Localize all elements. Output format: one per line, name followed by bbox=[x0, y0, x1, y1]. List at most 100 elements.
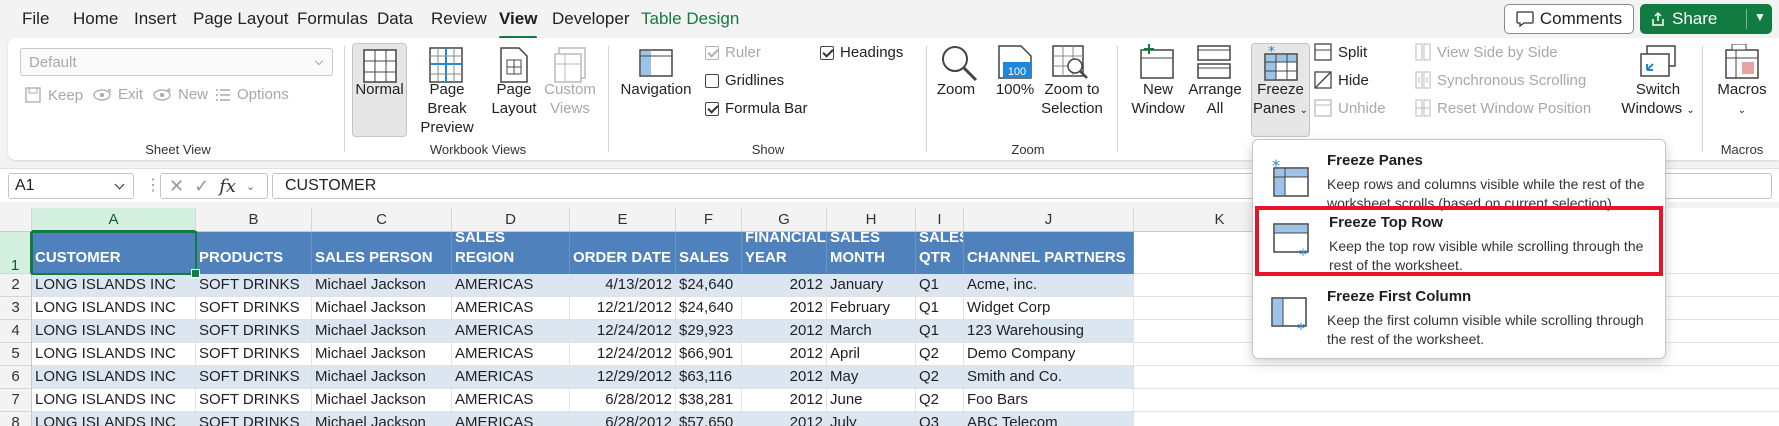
table-cell[interactable]: Michael Jackson bbox=[312, 389, 452, 412]
custom-views-button[interactable]: Custom Views bbox=[543, 80, 597, 118]
table-cell[interactable]: 4/13/2012 bbox=[570, 274, 676, 297]
table-cell[interactable]: Q2 bbox=[916, 343, 964, 366]
formula-input[interactable]: CUSTOMER bbox=[272, 173, 1772, 199]
options-button[interactable]: Options bbox=[215, 86, 289, 103]
table-cell[interactable]: Michael Jackson bbox=[312, 366, 452, 389]
split-button[interactable]: Split bbox=[1314, 43, 1367, 61]
table-cell[interactable]: $24,640 bbox=[676, 297, 742, 320]
table-cell[interactable]: 2012 bbox=[742, 366, 827, 389]
tab-review[interactable]: Review bbox=[431, 9, 487, 28]
tab-home[interactable]: Home bbox=[73, 9, 119, 28]
table-cell[interactable]: ABC Telecom bbox=[964, 412, 1134, 426]
table-cell[interactable]: SOFT DRINKS bbox=[196, 320, 312, 343]
check-icon[interactable]: ✓ bbox=[194, 175, 210, 196]
column-header-a[interactable]: A bbox=[32, 208, 196, 232]
table-cell[interactable]: 6/28/2012 bbox=[570, 389, 676, 412]
table-cell[interactable]: 2012 bbox=[742, 389, 827, 412]
table-header-cell[interactable]: SALES PERSON bbox=[312, 232, 452, 274]
chevron-down-icon[interactable]: ▼ bbox=[1754, 10, 1766, 24]
select-all-corner[interactable] bbox=[0, 208, 32, 232]
column-header-f[interactable]: F bbox=[676, 208, 742, 232]
table-header-cell[interactable]: SALES QTR bbox=[916, 232, 964, 274]
table-cell[interactable]: Q2 bbox=[916, 389, 964, 412]
page-layout-button[interactable]: Page Layout bbox=[488, 80, 540, 118]
table-cell[interactable]: 2012 bbox=[742, 412, 827, 426]
tab-file[interactable]: File bbox=[22, 9, 50, 28]
new-window-button[interactable]: New Window bbox=[1127, 80, 1189, 118]
table-cell[interactable]: Demo Company bbox=[964, 343, 1134, 366]
table-cell[interactable]: LONG ISLANDS INC bbox=[32, 274, 196, 297]
table-cell[interactable]: SOFT DRINKS bbox=[196, 343, 312, 366]
page-break-preview-button[interactable]: Page Break Preview bbox=[411, 80, 483, 137]
table-cell[interactable]: LONG ISLANDS INC bbox=[32, 343, 196, 366]
table-cell[interactable]: SOFT DRINKS bbox=[196, 297, 312, 320]
table-cell[interactable]: Michael Jackson bbox=[312, 320, 452, 343]
table-cell[interactable]: 2012 bbox=[742, 343, 827, 366]
column-header-h[interactable]: H bbox=[827, 208, 916, 232]
table-cell[interactable]: 12/24/2012 bbox=[570, 320, 676, 343]
column-header-e[interactable]: E bbox=[570, 208, 676, 232]
ruler-checkbox[interactable]: Ruler bbox=[705, 44, 761, 61]
table-cell[interactable]: June bbox=[827, 389, 916, 412]
chevron-down-icon[interactable]: ⌄ bbox=[246, 180, 256, 193]
table-header-cell[interactable]: FINANCIAL YEAR bbox=[742, 232, 827, 274]
table-cell[interactable]: AMERICAS bbox=[452, 297, 570, 320]
row-header-2[interactable]: 2 bbox=[0, 274, 32, 297]
arrange-all-button[interactable]: Arrange All bbox=[1188, 80, 1242, 118]
table-cell[interactable]: AMERICAS bbox=[452, 389, 570, 412]
table-cell[interactable]: AMERICAS bbox=[452, 366, 570, 389]
navigation-button[interactable]: Navigation bbox=[620, 81, 692, 98]
table-cell[interactable]: 2012 bbox=[742, 297, 827, 320]
table-cell[interactable]: LONG ISLANDS INC bbox=[32, 297, 196, 320]
unhide-button[interactable]: Unhide bbox=[1314, 99, 1386, 117]
reset-window-position-button[interactable]: Reset Window Position bbox=[1415, 99, 1591, 117]
name-box[interactable]: A1 bbox=[8, 173, 134, 199]
function-icon[interactable]: fx bbox=[219, 175, 237, 197]
row-header-4[interactable]: 4 bbox=[0, 320, 32, 343]
table-cell[interactable]: $63,116 bbox=[676, 366, 742, 389]
table-header-cell[interactable]: SALES bbox=[676, 232, 742, 274]
table-header-cell[interactable]: PRODUCTS bbox=[196, 232, 312, 274]
column-header-i[interactable]: I bbox=[916, 208, 964, 232]
table-cell[interactable]: Michael Jackson bbox=[312, 412, 452, 426]
table-cell[interactable]: July bbox=[827, 412, 916, 426]
table-cell[interactable]: 12/24/2012 bbox=[570, 343, 676, 366]
column-header-g[interactable]: G bbox=[742, 208, 827, 232]
headings-checkbox[interactable]: Headings bbox=[820, 44, 903, 61]
synchronous-scrolling-button[interactable]: Synchronous Scrolling bbox=[1415, 71, 1586, 89]
zoom-100-button[interactable]: 100% bbox=[995, 81, 1035, 98]
table-cell[interactable]: Q2 bbox=[916, 366, 964, 389]
empty-cell[interactable] bbox=[1134, 412, 1779, 426]
menu-item-freeze-first-column[interactable]: * Freeze First Column Keep the first col… bbox=[1254, 280, 1664, 350]
table-header-cell[interactable]: ORDER DATE bbox=[570, 232, 676, 274]
table-cell[interactable]: SOFT DRINKS bbox=[196, 389, 312, 412]
table-header-cell[interactable]: SALES REGION bbox=[452, 232, 570, 274]
table-cell[interactable]: March bbox=[827, 320, 916, 343]
tab-formulas[interactable]: Formulas bbox=[297, 9, 368, 28]
tab-insert[interactable]: Insert bbox=[134, 9, 177, 28]
empty-cell[interactable] bbox=[1134, 389, 1779, 412]
table-cell[interactable]: January bbox=[827, 274, 916, 297]
table-cell[interactable]: 12/21/2012 bbox=[570, 297, 676, 320]
table-cell[interactable]: 2012 bbox=[742, 274, 827, 297]
cancel-icon[interactable]: ✕ bbox=[169, 175, 185, 196]
table-cell[interactable]: SOFT DRINKS bbox=[196, 366, 312, 389]
table-cell[interactable]: Michael Jackson bbox=[312, 274, 452, 297]
table-header-cell[interactable]: CHANNEL PARTNERS bbox=[964, 232, 1134, 274]
table-header-cell[interactable]: CUSTOMER bbox=[32, 232, 196, 274]
empty-cell[interactable] bbox=[1134, 343, 1779, 366]
table-cell[interactable]: 123 Warehousing bbox=[964, 320, 1134, 343]
table-cell[interactable]: LONG ISLANDS INC bbox=[32, 389, 196, 412]
table-cell[interactable]: 6/28/2012 bbox=[570, 412, 676, 426]
tab-developer[interactable]: Developer bbox=[552, 9, 630, 28]
table-cell[interactable]: April bbox=[827, 343, 916, 366]
table-cell[interactable]: Q1 bbox=[916, 320, 964, 343]
menu-item-freeze-top-row[interactable]: * Freeze Top Row Keep the top row visibl… bbox=[1255, 206, 1663, 276]
column-header-d[interactable]: D bbox=[452, 208, 570, 232]
table-cell[interactable]: Q1 bbox=[916, 297, 964, 320]
macros-button[interactable]: Macros ⌄ bbox=[1710, 80, 1774, 120]
table-cell[interactable]: Q1 bbox=[916, 274, 964, 297]
table-cell[interactable]: $38,281 bbox=[676, 389, 742, 412]
table-cell[interactable]: $29,923 bbox=[676, 320, 742, 343]
table-cell[interactable]: LONG ISLANDS INC bbox=[32, 366, 196, 389]
